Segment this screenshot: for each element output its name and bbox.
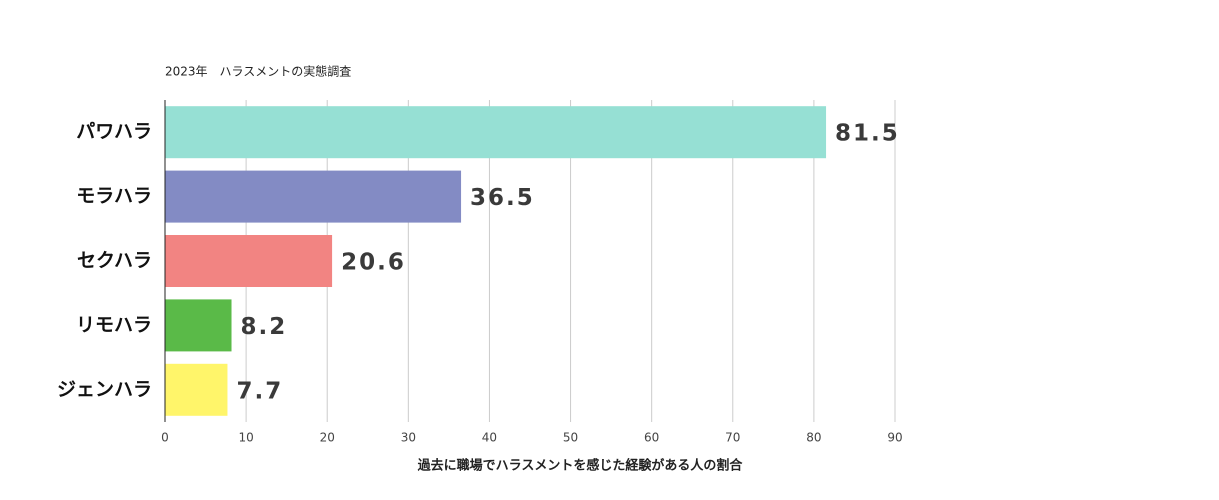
x-tick-label: 0 [161,431,169,445]
value-label: 81.5 [835,121,900,147]
x-axis-label: 過去に職場でハラスメントを感じた経験がある人の割合 [417,458,744,474]
chart-title: 2023年 ハラスメントの実態調査 [165,64,351,79]
value-label: 36.5 [470,185,535,211]
x-tick-label: 70 [725,431,740,445]
bar [165,235,333,287]
x-tick-label: 30 [401,431,416,445]
bar [165,363,228,416]
y-tick-label: リモハラ [76,314,152,336]
y-tick-label: ジェンハラ [57,378,152,400]
x-tick-label: 20 [320,431,335,445]
y-tick-label: パワハラ [76,121,152,143]
bar [165,170,462,223]
x-tick-label: 90 [887,431,902,445]
y-tick-label: セクハラ [77,250,152,272]
x-tick-label: 80 [806,431,821,445]
bar [165,299,232,352]
value-label: 7.7 [236,378,283,404]
x-tick-label: 40 [482,431,497,445]
x-tick-label: 50 [563,431,578,445]
x-tick-label: 10 [238,431,253,445]
x-tick-label: 60 [644,431,659,445]
bar [165,106,827,159]
value-label: 8.2 [241,314,288,340]
y-tick-label: モラハラ [76,185,152,207]
value-label: 20.6 [341,250,406,276]
